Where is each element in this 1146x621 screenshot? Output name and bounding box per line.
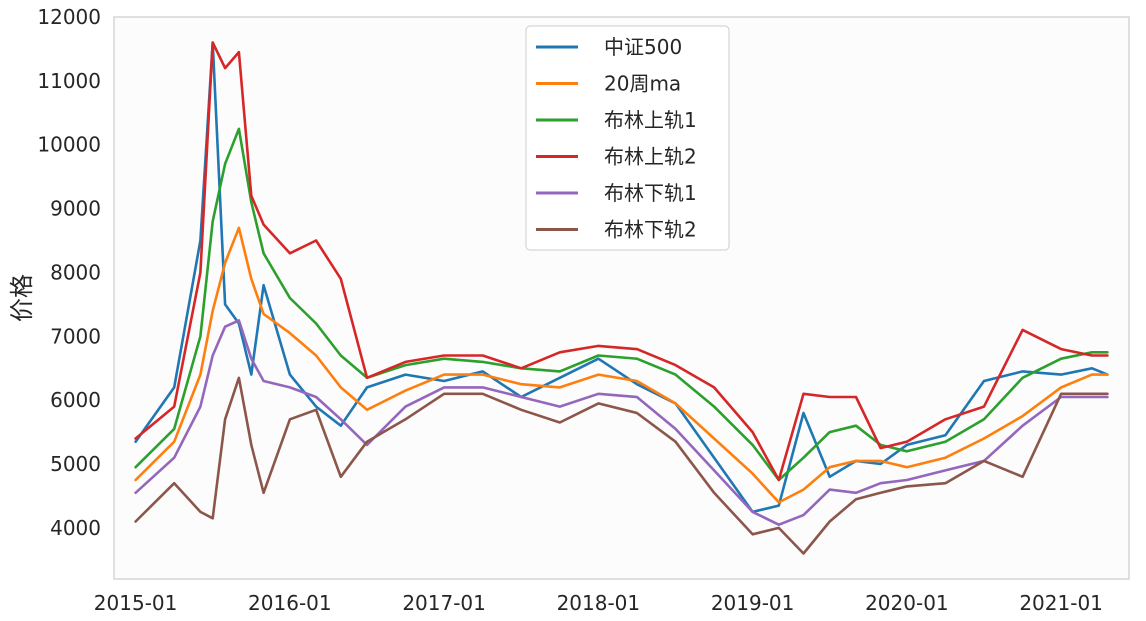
y-tick-label-6: 9000	[50, 197, 101, 221]
legend-box	[525, 25, 730, 251]
series-line-3	[134, 127, 1109, 482]
y-axis-ticks: 4000 5000 6000 7000 8000 9000 10000 11000 12000	[37, 5, 101, 540]
legend-label-2: 20周ma	[604, 72, 681, 96]
y-tick-label-1: 4000	[50, 516, 101, 540]
x-tick-label-1: 2015-01	[94, 591, 178, 615]
y-tick-label-8: 11000	[37, 69, 101, 93]
legend-label-6: 布林下轨2	[604, 218, 697, 242]
x-tick-label-3: 2017-01	[402, 591, 486, 615]
series-layer	[134, 41, 1109, 555]
legend-label-1: 中证500	[604, 35, 682, 59]
y-tick-label-4: 7000	[50, 324, 101, 348]
series-line-1	[134, 41, 1109, 514]
x-tick-label-7: 2021-01	[1019, 591, 1103, 615]
y-tick-label-9: 12000	[37, 5, 101, 29]
x-tick-label-5: 2019-01	[711, 591, 795, 615]
legend-label-4: 布林上轨2	[604, 145, 697, 169]
series-line-4	[134, 41, 1109, 482]
series-line-6	[134, 376, 1109, 555]
legend-label-3: 布林上轨1	[604, 108, 697, 132]
y-tick-label-3: 6000	[50, 388, 101, 412]
x-tick-label-2: 2016-01	[248, 591, 332, 615]
series-line-5	[134, 319, 1109, 526]
y-axis-title: 价格	[8, 274, 36, 322]
y-tick-label-7: 10000	[37, 133, 101, 157]
series-line-2	[134, 226, 1109, 504]
y-tick-label-5: 8000	[50, 260, 101, 284]
legend: 中证500 20周ma 布林上轨1 布林上轨2 布林下轨1 布林下轨2	[525, 25, 730, 251]
x-tick-label-4: 2018-01	[557, 591, 641, 615]
x-tick-label-6: 2020-01	[865, 591, 949, 615]
y-tick-label-2: 5000	[50, 452, 101, 476]
x-axis-ticks: 2015-01 2016-01 2017-01 2018-01 2019-01 2020-…	[94, 591, 1103, 615]
legend-label-5: 布林下轨1	[604, 181, 697, 205]
